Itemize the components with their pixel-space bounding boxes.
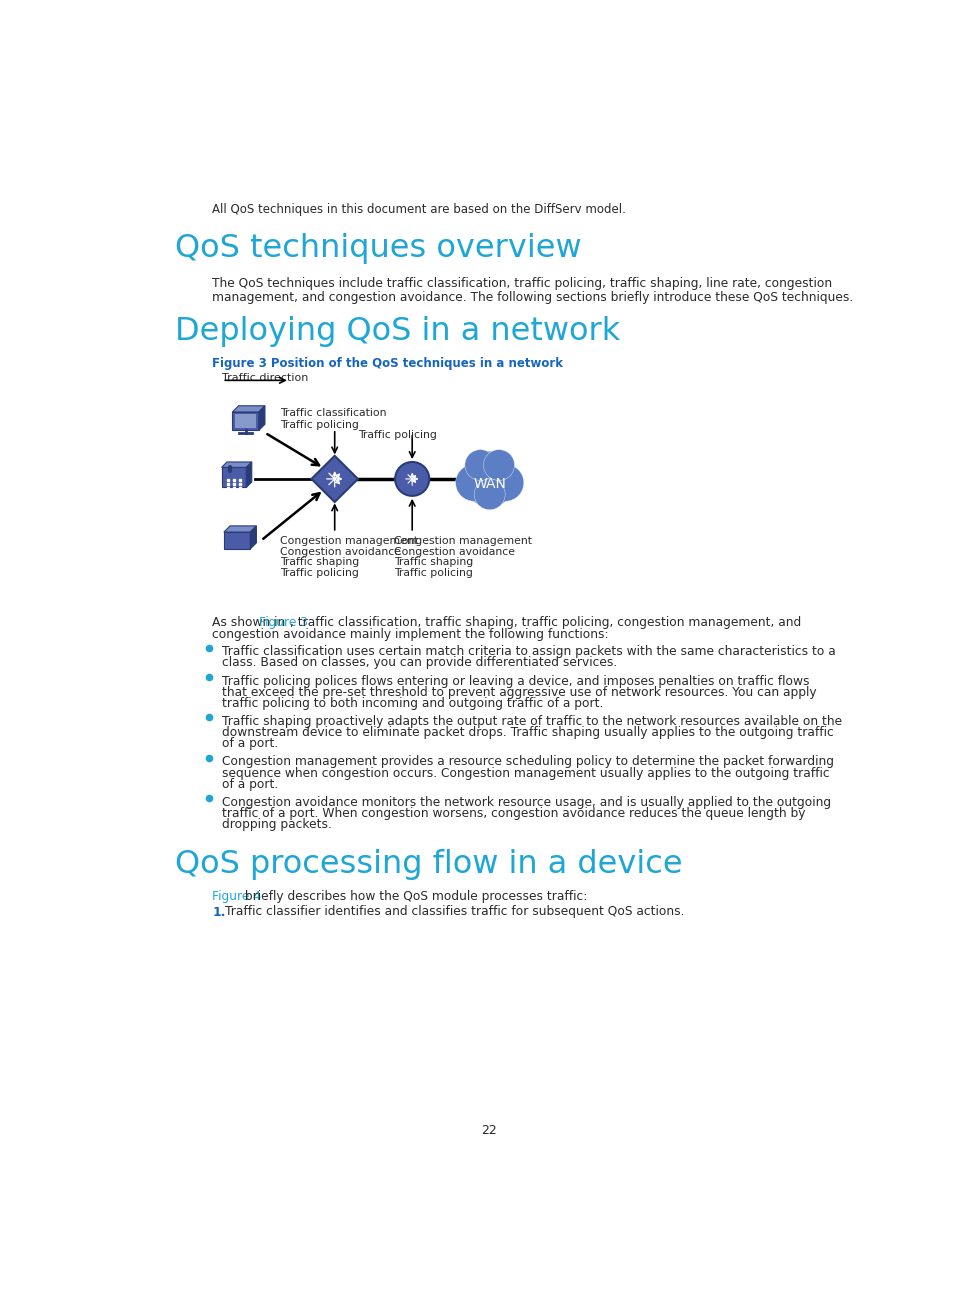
Text: QoS techniques overview: QoS techniques overview: [174, 232, 581, 263]
Polygon shape: [224, 526, 256, 533]
Text: Traffic classifier identifies and classifies traffic for subsequent QoS actions.: Traffic classifier identifies and classi…: [224, 906, 683, 919]
Text: Traffic classification: Traffic classification: [279, 408, 386, 419]
Circle shape: [464, 450, 496, 481]
Circle shape: [474, 480, 505, 509]
Text: sequence when congestion occurs. Congestion management usually applies to the ou: sequence when congestion occurs. Congest…: [221, 766, 828, 779]
Polygon shape: [221, 468, 246, 487]
Text: Congestion avoidance: Congestion avoidance: [280, 547, 401, 557]
Text: SWITCH: SWITCH: [322, 492, 347, 496]
Text: Traffic policing: Traffic policing: [280, 568, 359, 578]
Text: Deploying QoS in a network: Deploying QoS in a network: [174, 316, 619, 347]
Text: dropping packets.: dropping packets.: [221, 818, 331, 831]
Circle shape: [483, 450, 514, 481]
Text: Congestion management: Congestion management: [394, 537, 532, 546]
Polygon shape: [246, 461, 252, 487]
Text: Traffic policing: Traffic policing: [279, 420, 358, 430]
Text: Congestion avoidance: Congestion avoidance: [394, 547, 515, 557]
Text: 22: 22: [480, 1124, 497, 1137]
Polygon shape: [233, 406, 265, 412]
Text: management, and congestion avoidance. The following sections briefly introduce t: management, and congestion avoidance. Th…: [212, 292, 853, 305]
Text: Traffic shaping: Traffic shaping: [280, 557, 359, 568]
Circle shape: [456, 464, 493, 502]
Text: 1.: 1.: [212, 906, 226, 919]
Text: All QoS techniques in this document are based on the DiffServ model.: All QoS techniques in this document are …: [212, 203, 625, 216]
Text: of a port.: of a port.: [221, 778, 277, 791]
Text: Traffic policing: Traffic policing: [394, 568, 473, 578]
Text: Traffic shaping: Traffic shaping: [394, 557, 473, 568]
Text: Congestion avoidance monitors the network resource usage, and is usually applied: Congestion avoidance monitors the networ…: [221, 796, 830, 809]
Text: Congestion management provides a resource scheduling policy to determine the pac: Congestion management provides a resourc…: [221, 756, 833, 769]
Polygon shape: [224, 533, 250, 550]
Text: ROUTER: ROUTER: [400, 489, 423, 494]
Text: that exceed the pre-set threshold to prevent aggressive use of network resources: that exceed the pre-set threshold to pre…: [221, 686, 816, 699]
Text: briefly describes how the QoS module processes traffic:: briefly describes how the QoS module pro…: [241, 890, 586, 903]
Text: , traffic classification, traffic shaping, traffic policing, congestion manageme: , traffic classification, traffic shapin…: [290, 616, 801, 629]
Text: Traffic policing polices flows entering or leaving a device, and imposes penalti: Traffic policing polices flows entering …: [221, 674, 808, 687]
Text: Traffic shaping proactively adapts the output rate of traffic to the network res: Traffic shaping proactively adapts the o…: [221, 715, 841, 728]
Text: IP: IP: [235, 539, 241, 546]
Text: Traffic direction: Traffic direction: [222, 373, 309, 382]
Text: Traffic policing: Traffic policing: [357, 430, 436, 441]
Text: As shown in: As shown in: [212, 616, 289, 629]
Polygon shape: [250, 526, 256, 550]
Text: traffic of a port. When congestion worsens, congestion avoidance reduces the que: traffic of a port. When congestion worse…: [221, 807, 804, 820]
Polygon shape: [258, 406, 265, 430]
Text: Congestion management: Congestion management: [280, 537, 418, 546]
Text: Figure 3 Position of the QoS techniques in a network: Figure 3 Position of the QoS techniques …: [212, 358, 562, 371]
Text: of a port.: of a port.: [221, 737, 277, 750]
Circle shape: [486, 464, 523, 502]
Polygon shape: [221, 461, 252, 468]
Text: The QoS techniques include traffic classification, traffic policing, traffic sha: The QoS techniques include traffic class…: [212, 277, 832, 290]
Bar: [235, 415, 255, 428]
Text: class. Based on classes, you can provide differentiated services.: class. Based on classes, you can provide…: [221, 656, 617, 670]
Text: Figure 4: Figure 4: [212, 890, 261, 903]
Text: WAN: WAN: [473, 477, 506, 491]
Polygon shape: [233, 412, 258, 430]
Text: QoS processing flow in a device: QoS processing flow in a device: [174, 849, 682, 880]
Polygon shape: [311, 456, 357, 502]
Text: traffic policing to both incoming and outgoing traffic of a port.: traffic policing to both incoming and ou…: [221, 697, 602, 710]
Text: Traffic classification uses certain match criteria to assign packets with the sa: Traffic classification uses certain matc…: [221, 645, 835, 658]
Circle shape: [461, 451, 517, 507]
Text: Figure 3: Figure 3: [258, 616, 308, 629]
Text: congestion avoidance mainly implement the following functions:: congestion avoidance mainly implement th…: [212, 629, 608, 642]
Text: downstream device to eliminate packet drops. Traffic shaping usually applies to : downstream device to eliminate packet dr…: [221, 726, 832, 739]
Circle shape: [395, 461, 429, 496]
